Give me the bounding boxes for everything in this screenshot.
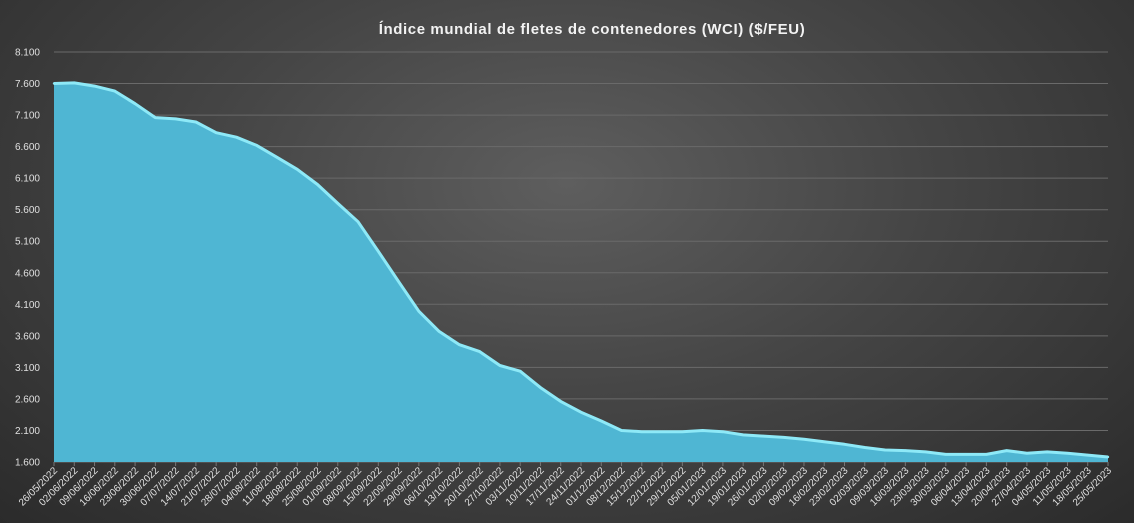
data-point xyxy=(458,343,461,346)
data-point xyxy=(782,436,785,439)
y-tick-label: 3.100 xyxy=(15,363,40,374)
y-tick-label: 4.600 xyxy=(15,268,40,279)
data-point xyxy=(336,202,339,205)
data-point xyxy=(235,136,238,139)
data-point xyxy=(316,183,319,186)
y-tick-label: 2.600 xyxy=(15,394,40,405)
data-point xyxy=(255,144,258,147)
data-point xyxy=(681,430,684,433)
data-point xyxy=(73,81,76,85)
data-point xyxy=(93,84,96,88)
data-point xyxy=(1005,449,1008,452)
data-point xyxy=(863,446,866,449)
data-point xyxy=(1025,452,1029,455)
y-tick-label: 6.600 xyxy=(15,142,40,153)
data-point xyxy=(944,453,947,456)
data-point xyxy=(377,250,380,253)
data-point xyxy=(275,156,279,159)
data-point xyxy=(397,280,400,283)
data-point xyxy=(762,434,765,438)
y-tick-label: 3.600 xyxy=(15,331,40,342)
y-tick-label: 5.600 xyxy=(15,205,40,216)
data-point xyxy=(437,330,441,333)
y-tick-label: 2.100 xyxy=(15,426,40,437)
data-point xyxy=(356,220,360,223)
y-tick-label: 5.100 xyxy=(15,237,40,248)
x-axis: 26/05/202202/06/202209/06/202216/06/2022… xyxy=(17,462,1114,509)
area-fill xyxy=(54,82,1108,463)
y-tick-label: 8.100 xyxy=(15,48,40,59)
data-point xyxy=(924,450,927,454)
y-axis: 1.600 2.100 2.600 3.100 3.600 4.100 4.600 5.100… xyxy=(15,48,40,469)
data-point xyxy=(985,453,988,456)
y-tick-label: 6.100 xyxy=(15,174,40,185)
y-tick-label: 7.600 xyxy=(15,79,40,90)
y-tick-label: 1.600 xyxy=(15,458,40,469)
data-point xyxy=(742,433,745,437)
data-point xyxy=(1106,455,1110,459)
data-point xyxy=(600,419,603,423)
data-point xyxy=(194,120,198,124)
data-point xyxy=(802,438,806,441)
data-point xyxy=(701,429,704,432)
y-tick-label: 4.100 xyxy=(15,300,40,311)
data-point xyxy=(559,400,562,403)
data-point xyxy=(478,350,481,353)
data-point xyxy=(904,449,907,452)
data-point xyxy=(417,310,420,313)
data-point xyxy=(1046,450,1049,454)
data-point xyxy=(215,131,218,134)
data-point xyxy=(721,430,725,433)
data-point xyxy=(964,453,968,456)
data-point xyxy=(823,440,826,443)
data-point xyxy=(620,429,623,432)
data-point xyxy=(843,443,846,446)
data-point xyxy=(113,89,117,93)
data-point xyxy=(1066,452,1069,455)
y-tick-label: 7.100 xyxy=(15,111,40,122)
data-point xyxy=(539,386,542,389)
data-point xyxy=(133,102,137,105)
data-point xyxy=(154,116,157,119)
data-point xyxy=(883,448,887,452)
data-point xyxy=(296,168,299,171)
data-point xyxy=(579,411,583,414)
data-point xyxy=(640,430,643,433)
data-point xyxy=(52,82,56,85)
data-point xyxy=(519,370,522,373)
data-point xyxy=(498,364,502,367)
data-point xyxy=(1086,453,1089,457)
plot-area xyxy=(52,81,1110,463)
data-point xyxy=(174,117,177,121)
data-point xyxy=(660,430,664,433)
chart-title: Índice mundial de fletes de contenedores… xyxy=(379,21,806,38)
